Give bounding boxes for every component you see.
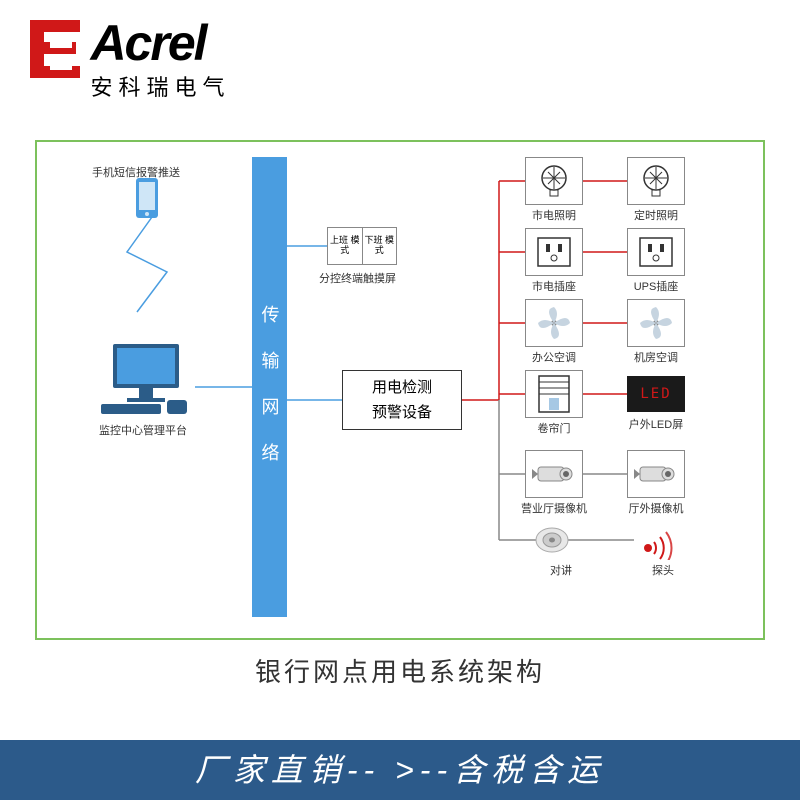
diagram-frame: 手机短信报警推送 监控中心管理平台 传输网络 上班 模式 下班 模式 分控终端触… — [35, 140, 765, 640]
device-socket1 — [525, 228, 583, 276]
device-inter-icon — [532, 520, 572, 565]
device-sensor-icon — [634, 520, 674, 565]
device-door-label: 卷帘门 — [514, 420, 594, 436]
touch-mode-off: 下班 模式 — [363, 228, 397, 264]
device-socket2 — [627, 228, 685, 276]
device-sensor-label: 探头 — [623, 562, 703, 578]
touch-mode-work: 上班 模式 — [328, 228, 363, 264]
logo: Acrel 安科瑞电气 — [28, 18, 230, 102]
bottom-banner: 厂家直销-- >--含税含运 — [0, 740, 800, 800]
device-cam1-label: 营业厅摄像机 — [514, 500, 594, 516]
device-ac1-label: 办公空调 — [514, 349, 594, 365]
logo-en: Acrel — [90, 18, 230, 68]
network-bar-label: 传输网络 — [257, 305, 283, 489]
device-led-label: 户外LED屏 — [616, 416, 696, 432]
detect-line1: 用电检测 — [372, 375, 432, 401]
device-ac2-label: 机房空调 — [616, 349, 696, 365]
device-light2 — [627, 157, 685, 205]
device-ac2 — [627, 299, 685, 347]
detection-box: 用电检测 预警设备 — [342, 370, 462, 430]
pc-icon — [99, 342, 195, 421]
bottom-banner-text: 厂家直销-- >--含税含运 — [195, 752, 605, 788]
device-door — [525, 370, 583, 418]
touch-screen-label: 分控终端触摸屏 — [319, 270, 396, 286]
device-socket2-label: UPS插座 — [616, 278, 696, 294]
device-inter-label: 对讲 — [521, 562, 601, 578]
device-light1 — [525, 157, 583, 205]
network-bar: 传输网络 — [252, 157, 287, 617]
device-led: LED — [627, 376, 685, 412]
logo-mark-icon — [28, 18, 82, 85]
logo-cn: 安科瑞电气 — [90, 70, 230, 102]
touch-screen: 上班 模式 下班 模式 — [327, 227, 397, 265]
phone-icon — [134, 177, 160, 224]
device-ac1 — [525, 299, 583, 347]
diagram-title: 银行网点用电系统架构 — [0, 652, 800, 689]
device-socket1-label: 市电插座 — [514, 278, 594, 294]
device-cam2 — [627, 450, 685, 498]
center-label: 监控中心管理平台 — [99, 422, 187, 438]
detect-line2: 预警设备 — [372, 400, 432, 426]
device-cam2-label: 厅外摄像机 — [616, 500, 696, 516]
device-cam1 — [525, 450, 583, 498]
device-light1-label: 市电照明 — [514, 207, 594, 223]
sms-label: 手机短信报警推送 — [92, 164, 180, 180]
device-light2-label: 定时照明 — [616, 207, 696, 223]
